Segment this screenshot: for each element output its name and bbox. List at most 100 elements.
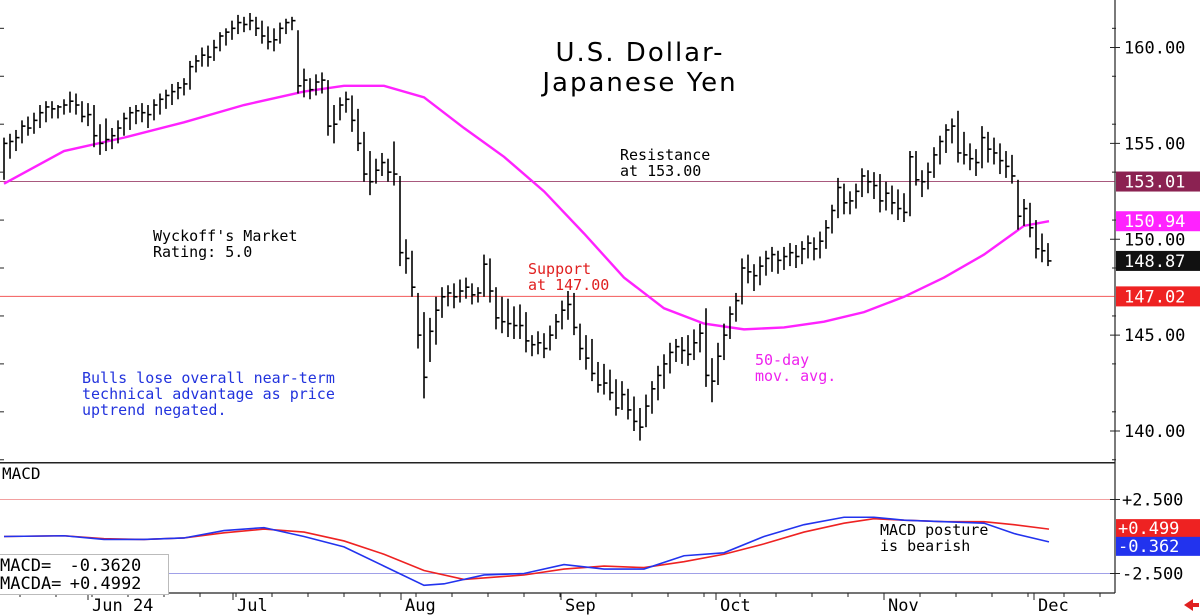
date-tick-label: Sep [565, 596, 596, 615]
ohlc-bar [663, 354, 668, 389]
macd-value-tag: -0.362 [1116, 536, 1200, 557]
ohlc-bar [483, 254, 488, 297]
ohlc-bar [1023, 198, 1028, 226]
price-tick-label: 140.00 [1124, 422, 1185, 442]
price-tick-label: 155.00 [1124, 134, 1185, 154]
ohlc-bar [339, 97, 344, 121]
macd-tag-label: -0.362 [1118, 537, 1179, 557]
ohlc-bar [921, 170, 926, 198]
comment-annotation: Bulls lose overall near-term technical ad… [82, 370, 335, 418]
ohlc-bar [543, 333, 548, 359]
chart-title-line-2: Japanese Yen [542, 68, 738, 98]
ohlc-bar [459, 279, 464, 303]
ohlc-bar [441, 287, 446, 318]
ohlc-bar [99, 124, 104, 155]
ohlc-bar [1041, 233, 1046, 263]
ohlc-bar [903, 193, 908, 222]
ohlc-bar [939, 135, 944, 165]
ohlc-bar [729, 306, 734, 339]
price-tag: 148.87 [1116, 250, 1200, 272]
ohlc-bar [165, 89, 170, 109]
ohlc-bar [279, 22, 284, 44]
ohlc-bar [267, 26, 272, 50]
support-annotation: Support at 147.00 [528, 261, 609, 293]
ohlc-bar [351, 95, 356, 132]
ohlc-bar [1029, 202, 1034, 238]
price-tag-box [1116, 250, 1200, 271]
price-tag-box [1116, 171, 1200, 192]
ohlc-bar [735, 292, 740, 322]
ohlc-bar [753, 264, 758, 292]
ohlc-bar [909, 151, 914, 217]
ohlc-bar [579, 323, 584, 361]
ohlc-bar [129, 106, 134, 130]
support-annotation-line-1: Support [528, 260, 592, 278]
price-tick-label: 160.00 [1124, 39, 1185, 59]
ohlc-bar [507, 298, 512, 338]
ohlc-bar [297, 30, 302, 94]
ohlc-bar [333, 105, 338, 144]
ohlc-bar [585, 335, 590, 370]
ma-annotation: 50-day mov. avg. [755, 352, 836, 384]
ohlc-bar [387, 158, 392, 182]
chart-title: U.S. Dollar- Japanese Yen [520, 38, 760, 98]
ohlc-bar [501, 296, 506, 334]
ohlc-bar [309, 78, 314, 100]
ohlc-bar [813, 237, 818, 261]
ohlc-bar [831, 204, 836, 234]
ohlc-bar [141, 103, 146, 123]
comment-annotation-line-2: technical advantage as price [82, 385, 335, 403]
price-tag-label: 148.87 [1124, 252, 1185, 272]
ohlc-bar [225, 28, 230, 46]
ohlc-bar [213, 39, 218, 61]
ohlc-bar [795, 245, 800, 269]
date-tick-label: Jul [237, 596, 268, 615]
ohlc-bar [75, 93, 80, 115]
ohlc-bar [411, 250, 416, 297]
ohlc-bar [399, 175, 404, 267]
ohlc-bar [957, 110, 962, 163]
price-tag-label: 153.01 [1124, 173, 1185, 193]
macd-tick-label: +2.500 [1122, 491, 1183, 511]
ohlc-bar [447, 285, 452, 307]
ohlc-bar [1017, 179, 1022, 230]
ohlc-bar [57, 105, 62, 119]
ohlc-bar [837, 177, 842, 219]
ohlc-bar [897, 189, 902, 221]
ohlc-bar [603, 363, 608, 395]
panel-divider [0, 462, 1115, 464]
ohlc-bar [855, 183, 860, 209]
ohlc-bar [597, 361, 602, 393]
ohlc-bar [639, 407, 644, 441]
ohlc-bar [657, 365, 662, 401]
ohlc-bar [147, 105, 152, 129]
ohlc-bar [927, 162, 932, 190]
date-axis: Jun 24 Jul Aug Sep Oct Nov Dec [19, 593, 1101, 615]
ohlc-bar [39, 105, 44, 129]
ohlc-bar [801, 241, 806, 265]
chart-title-line-1: U.S. Dollar- [555, 38, 725, 68]
ohlc-bar [195, 55, 200, 73]
ohlc-bar [561, 300, 566, 330]
back-arrow-icon[interactable] [1184, 599, 1199, 611]
ohlc-bar [765, 250, 770, 276]
macda-readout-value: +0.4992 [69, 574, 142, 594]
ohlc-bar [111, 128, 116, 150]
ohlc-bar [891, 185, 896, 215]
date-tick-label: Jun 24 [92, 596, 153, 615]
ohlc-bar [513, 306, 518, 339]
rating-annotation-line-2: Rating: 5.0 [153, 243, 253, 261]
ohlc-bar [69, 91, 74, 113]
price-level-lines [0, 181, 1115, 297]
ohlc-bar [669, 342, 674, 374]
macd-readout-value: -0.3620 [69, 556, 142, 576]
ohlc-bar [519, 304, 524, 339]
ohlc-bar [717, 342, 722, 385]
ohlc-bar [705, 308, 710, 387]
ohlc-bar [759, 256, 764, 286]
price-tick-label: 145.00 [1124, 326, 1185, 346]
ohlc-bar [21, 120, 26, 144]
macd-tag-label: +0.499 [1118, 519, 1179, 539]
ohlc-bar [723, 323, 728, 361]
